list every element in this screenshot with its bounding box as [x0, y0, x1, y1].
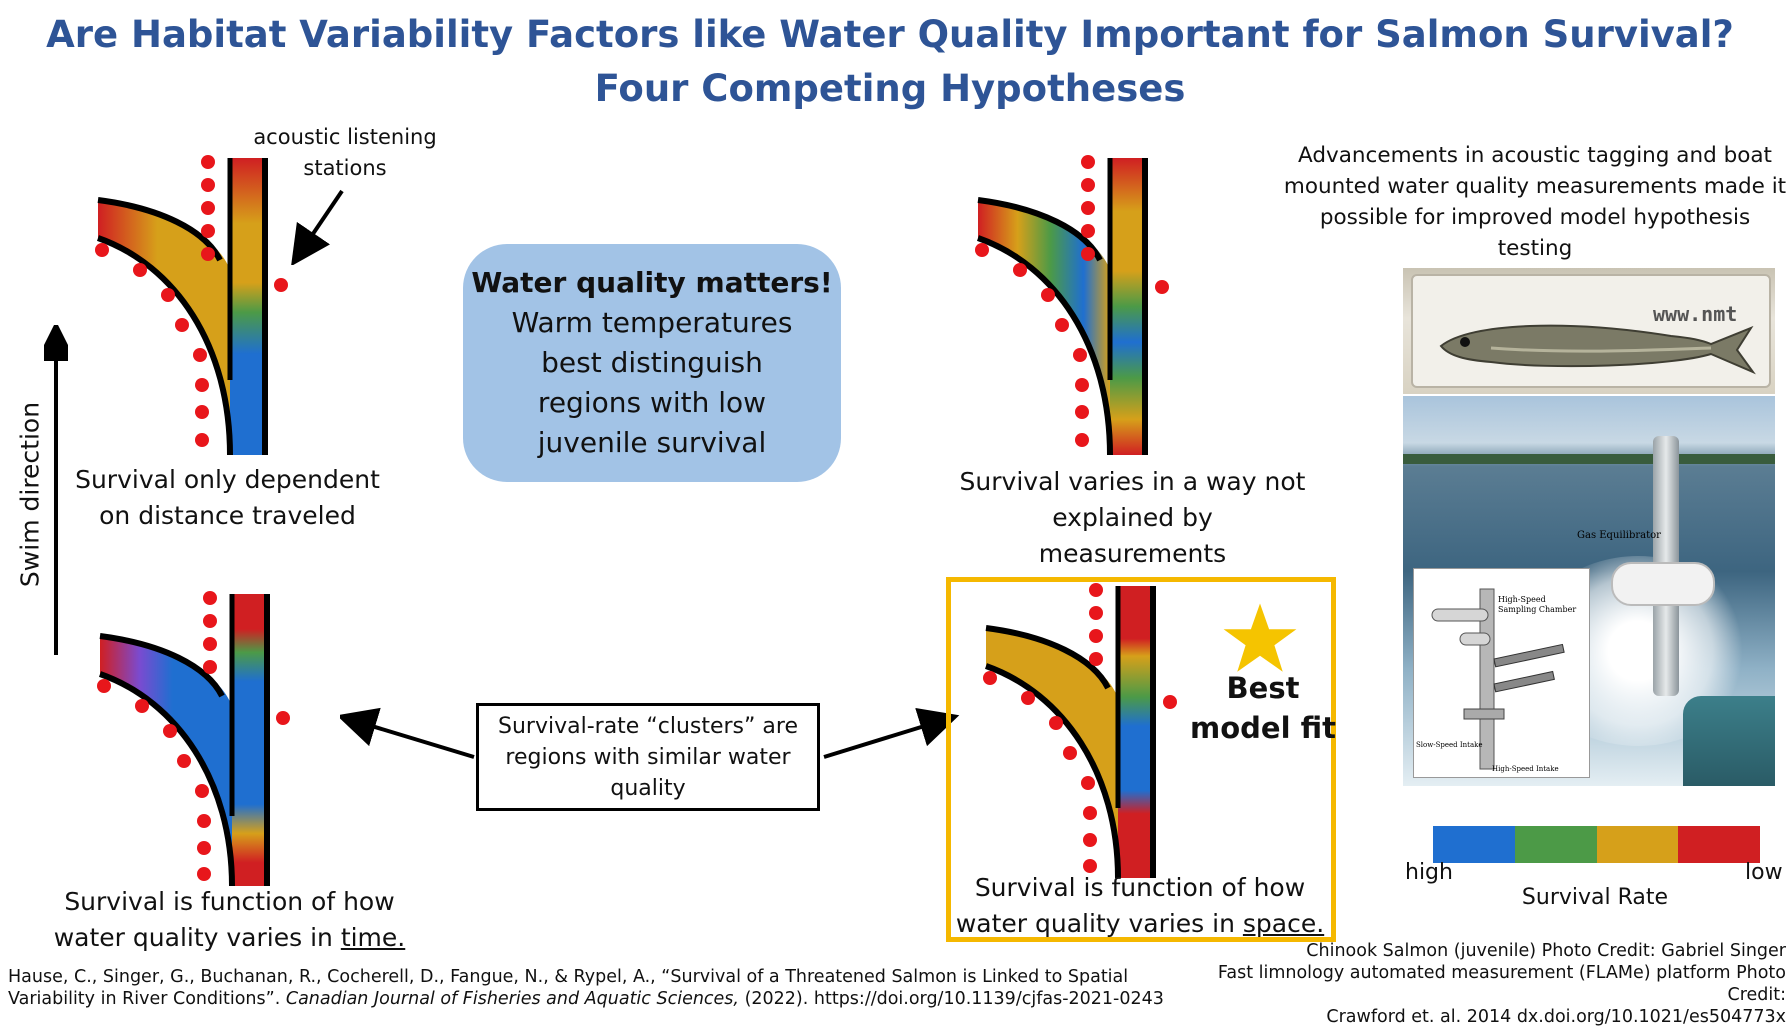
photo-boat-hull [1683, 696, 1775, 786]
credit-salmon: Chinook Salmon (juvenile) Photo Credit: … [1306, 941, 1786, 961]
station-dot-outlier-time [276, 711, 290, 725]
hypothesis-space: Survival is function of how water qualit… [948, 870, 1332, 942]
instrument-inset: High-Speed Sampling Chamber Slow-Speed I… [1413, 568, 1590, 778]
citation-journal: Canadian Journal of Fisheries and Aquati… [285, 989, 739, 1009]
hypothesis-space-keyword: space. [1242, 909, 1325, 938]
photo-shoreline [1403, 454, 1775, 464]
stations-label: acoustic listening stations [253, 125, 437, 180]
hypothesis-distance: Survival only dependent on distance trav… [75, 465, 380, 530]
callout-heading: Water quality matters! [471, 266, 833, 299]
river-diagram-unexplained [975, 155, 1169, 456]
stations-arrow [291, 189, 344, 265]
high-speed-chamber-label: High-Speed Sampling Chamber [1498, 595, 1577, 614]
salmon-icon [1439, 324, 1756, 375]
clusters-arrows [340, 707, 960, 759]
salmon-photo: www.nmt [1403, 268, 1775, 394]
legend-swatch-low [1678, 826, 1760, 863]
hypothesis-unexplained: Survival varies in a way not explained b… [959, 467, 1306, 568]
best-fit-box [946, 577, 1336, 942]
citation-authors: Hause, C., Singer, G., Buchanan, R., Coc… [8, 967, 1129, 1009]
flame-platform-photo: Gas Equilibrator High-Speed Sampling Cha… [1403, 396, 1775, 786]
citation: Hause, C., Singer, G., Buchanan, R., Coc… [8, 966, 1168, 1010]
advancements-text: Advancements in acoustic tagging and boa… [1283, 143, 1787, 261]
instrument-inset-drawing [1431, 588, 1565, 770]
clusters-box: Survival-rate “clusters” are regions wit… [476, 703, 820, 811]
swim-direction-label: Swim direction [15, 401, 45, 588]
photo-boat-pipe [1611, 562, 1715, 606]
hypothesis-time-keyword: time. [340, 923, 406, 952]
river-diagram-space [983, 583, 1177, 879]
legend-low-label: low [1745, 860, 1783, 885]
swim-direction-arrow [44, 325, 68, 655]
hypothesis-time: Survival is function of how water qualit… [52, 884, 407, 956]
station-dot-outlier [274, 278, 288, 292]
legend-swatch-mid-high [1514, 826, 1597, 863]
photo-credits: Chinook Salmon (juvenile) Photo Credit: … [1170, 940, 1786, 1028]
legend-high-label: high [1405, 860, 1453, 885]
river-diagram-distance [95, 155, 268, 456]
page-title: Are Habitat Variability Factors like Wat… [46, 13, 1734, 110]
legend-swatch-high [1433, 826, 1515, 863]
legend-title: Survival Rate [1521, 885, 1669, 910]
river-diagram-time [97, 591, 270, 887]
slow-speed-intake-label: Slow-Speed Intake [1416, 741, 1483, 749]
water-quality-callout: Water quality matters! Warm temperatures… [463, 244, 841, 482]
legend-swatch-mid-low [1596, 826, 1679, 863]
best-fit-label: Best model fit [1190, 671, 1336, 745]
survival-legend-bar [1433, 826, 1760, 863]
credit-flame: Fast limnology automated measurement (FL… [1217, 963, 1786, 1005]
citation-rest: (2022). https://doi.org/10.1139/cjfas-20… [739, 989, 1164, 1009]
callout-body: Warm temperatures best distinguish regio… [511, 306, 793, 459]
hypothesis-space-text: Survival is function of how water qualit… [955, 873, 1306, 938]
credit-flame-ref: Crawford et. al. 2014 dx.doi.org/10.1021… [1326, 1007, 1786, 1027]
salmon-photo-sign: www.nmt [1653, 302, 1738, 326]
hypothesis-time-text: Survival is function of how water qualit… [53, 887, 395, 952]
gas-equilibrator-label: Gas Equilibrator [1577, 530, 1661, 541]
star-icon [1223, 603, 1297, 672]
high-speed-intake-label: High-Speed Intake [1492, 765, 1559, 773]
